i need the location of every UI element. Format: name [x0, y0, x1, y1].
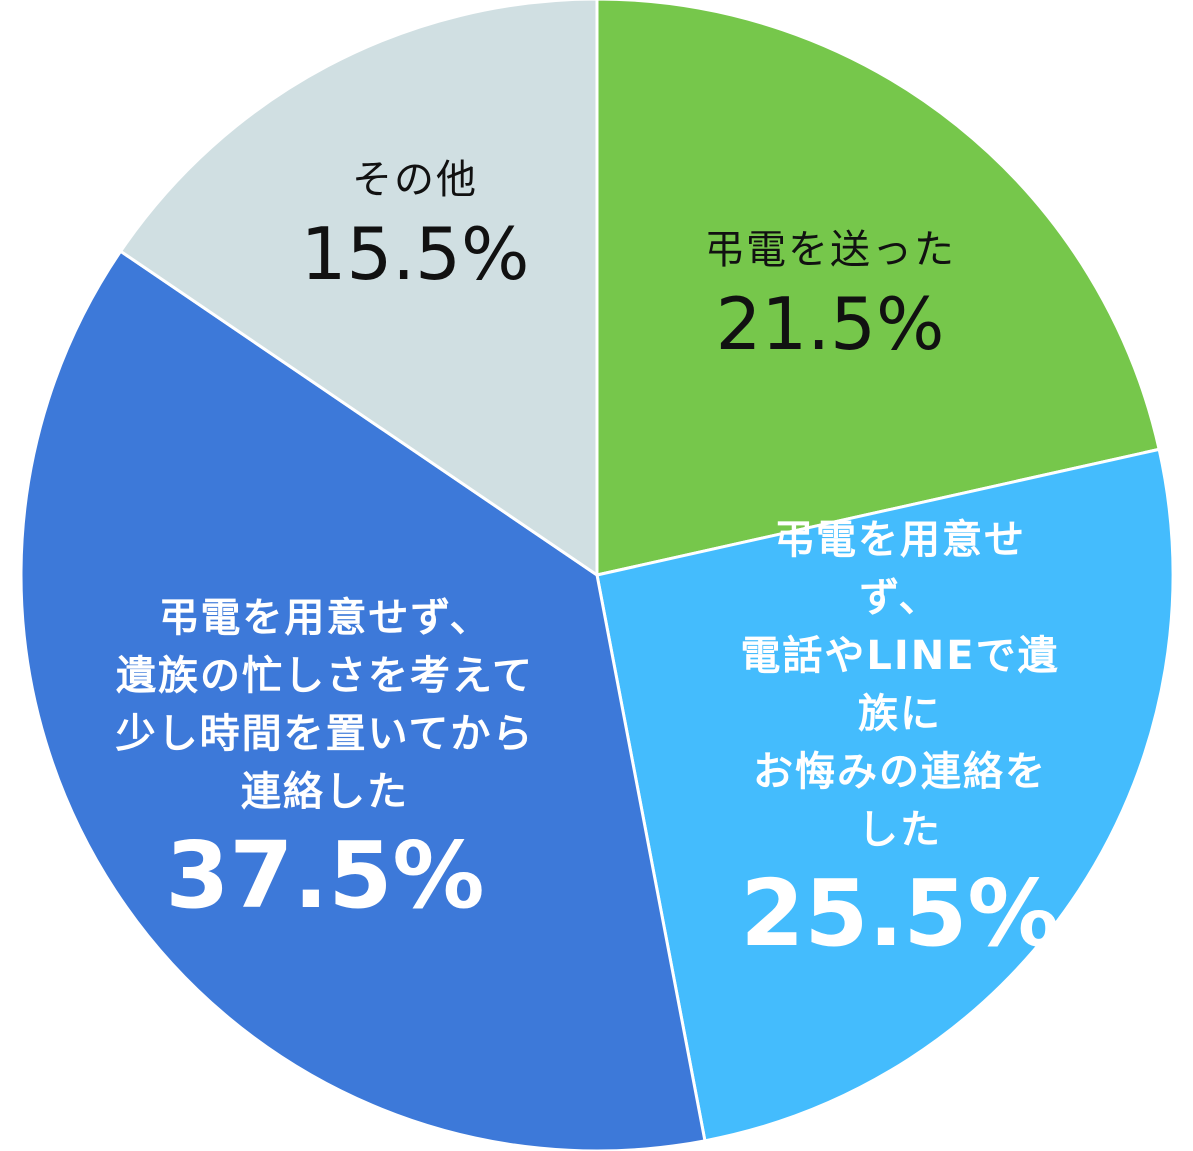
- category-label: 弔電を用意せず、 遺族の忙しさを考えて 少し時間を置いてから 連絡した: [115, 595, 535, 815]
- pie-slice: [595, 0, 1161, 577]
- value-label: 21.5%: [715, 282, 945, 366]
- value-label: 15.5%: [300, 212, 530, 296]
- value-label: 25.5%: [740, 860, 1060, 967]
- pie-slice: [595, 447, 1175, 1143]
- category-label: その他: [351, 157, 478, 203]
- slice-label: 弔電を送った 21.5%: [704, 221, 956, 369]
- pie-slice: [118, 0, 599, 578]
- slice-label: 弔電を用意せず、 電話やLINEで遺族に お悔みの連絡をした 25.5%: [740, 511, 1059, 969]
- slice-label: その他 15.5%: [301, 151, 530, 299]
- category-label: 弔電を用意せず、 電話やLINEで遺族に お悔みの連絡をした: [740, 517, 1060, 853]
- value-label: 37.5%: [165, 822, 485, 929]
- category-label: 弔電を送った: [704, 227, 956, 273]
- pie-slice: [19, 249, 707, 1151]
- slice-label: 弔電を用意せず、 遺族の忙しさを考えて 少し時間を置いてから 連絡した 37.5%: [116, 589, 535, 931]
